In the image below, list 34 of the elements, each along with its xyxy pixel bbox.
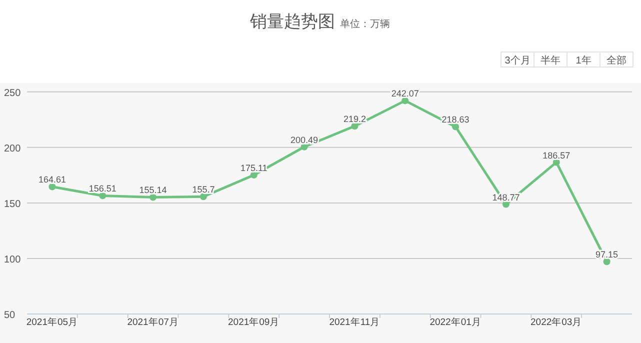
data-label: 219.2 xyxy=(343,114,366,124)
x-tick-label: 2021年09月 xyxy=(228,316,280,328)
data-label: 155.7 xyxy=(192,184,215,195)
point xyxy=(250,172,258,179)
data-label: 175.11 xyxy=(240,163,268,174)
y-tick-label: 100 xyxy=(4,254,22,266)
data-label: 218.63 xyxy=(442,114,470,125)
y-tick-label: 200 xyxy=(4,143,22,154)
data-label: 164.61 xyxy=(38,174,66,185)
button: 3个月 xyxy=(500,52,534,68)
point xyxy=(452,123,460,130)
point xyxy=(99,192,106,200)
button: 半年 xyxy=(534,52,568,68)
point xyxy=(200,193,207,200)
button: 1年 xyxy=(566,52,600,68)
y-tick-label: 250 xyxy=(4,88,22,99)
title: 销量趋势图 单位：万辆 xyxy=(250,12,390,31)
point xyxy=(402,97,409,104)
data-label: 242.07 xyxy=(391,88,419,99)
x-tick-label: 2021年07月 xyxy=(127,316,179,328)
y-tick-label: 150 xyxy=(4,198,22,210)
x-tick-label: 2022年03月 xyxy=(530,316,582,328)
data-label: 200.49 xyxy=(290,134,318,145)
point xyxy=(48,183,56,190)
x-tick-label: 2022年01月 xyxy=(430,316,482,328)
point xyxy=(150,194,157,201)
button: 全部 xyxy=(600,52,634,68)
data-label: 155.14 xyxy=(139,185,167,196)
point xyxy=(603,258,610,266)
x-tick-label: 2021年05月 xyxy=(26,316,78,328)
data-label: 186.57 xyxy=(542,150,570,160)
x-tick-label: 2021年11月 xyxy=(329,316,380,328)
y-tick-label: 50 xyxy=(4,310,16,321)
data-label: 156.51 xyxy=(88,184,116,194)
